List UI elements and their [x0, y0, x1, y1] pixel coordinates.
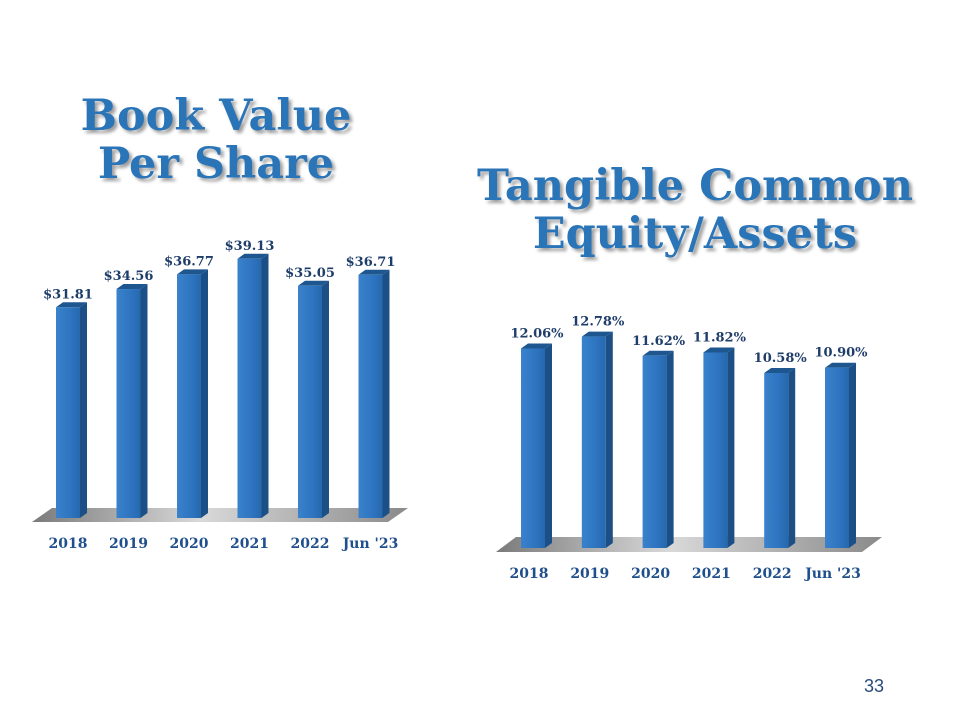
- bar-front-face: [825, 367, 849, 548]
- data-label: 11.82%: [693, 330, 747, 345]
- bar-top-face: [177, 269, 208, 275]
- bar-front-face: [237, 258, 262, 518]
- chart-floor: [496, 537, 882, 552]
- title-line: Tangible Common: [477, 161, 913, 211]
- x-tick-label: 2021: [230, 536, 269, 552]
- data-label: 12.78%: [571, 315, 625, 330]
- bar-top-face: [237, 253, 269, 259]
- title-line: Per Share: [97, 139, 335, 190]
- x-tick-label: 2021: [692, 566, 731, 582]
- bar: [56, 302, 87, 518]
- x-tick-label: 2018: [510, 566, 549, 582]
- bar-top-face: [825, 362, 856, 368]
- data-label: $34.56: [104, 269, 154, 284]
- x-tick-label: 2022: [753, 566, 792, 582]
- x-tick-label: 2022: [291, 536, 330, 552]
- bar: [237, 253, 269, 519]
- bar-front-face: [177, 274, 201, 518]
- bar-side-face: [788, 367, 796, 548]
- bar-side-face: [605, 331, 613, 548]
- x-tick-label: 2019: [109, 536, 148, 552]
- bar-side-face: [382, 269, 390, 518]
- bar-side-face: [201, 269, 208, 518]
- chart-group: $31.81 2018 $34.56 2019 $36.77 2020 $39.13 2021…: [32, 239, 408, 552]
- bar-top-face: [642, 350, 674, 356]
- bar-side-face: [140, 284, 148, 518]
- bar: [177, 269, 208, 518]
- bar-top-face: [298, 280, 329, 286]
- bar-side-face: [727, 347, 735, 548]
- bar-top-face: [116, 284, 148, 290]
- bar: [298, 280, 329, 518]
- data-label: $36.77: [164, 254, 214, 269]
- bar-front-face: [298, 285, 322, 518]
- bar-side-face: [80, 302, 87, 518]
- data-label: $36.71: [346, 255, 396, 270]
- bar: [358, 269, 390, 518]
- bar-front-face: [642, 355, 667, 548]
- data-label: $35.05: [285, 266, 335, 281]
- bar-front-face: [358, 274, 383, 518]
- x-tick-label: 2019: [570, 566, 609, 582]
- bar-front-face: [116, 289, 141, 518]
- bar: [581, 331, 613, 548]
- bar-side-face: [666, 350, 674, 548]
- bar: [764, 367, 796, 548]
- data-label: $39.13: [225, 239, 275, 254]
- bar-side-face: [322, 280, 329, 518]
- bar-front-face: [56, 307, 80, 518]
- bar-top-face: [521, 343, 552, 349]
- title-line: Equity/Assets: [532, 209, 858, 260]
- bar-top-face: [581, 331, 613, 337]
- tce-chart-title: Tangible Common Equity/Assets: [455, 162, 935, 258]
- bar-top-face: [358, 269, 390, 275]
- bar: [116, 284, 148, 518]
- x-tick-label: 2020: [631, 566, 670, 582]
- bar-side-face: [545, 343, 552, 548]
- bar-side-face: [261, 253, 269, 519]
- bar-front-face: [764, 372, 789, 548]
- data-label: 12.06%: [510, 327, 564, 342]
- x-tick-label: Jun '23: [803, 566, 861, 582]
- bar-front-face: [521, 348, 545, 548]
- bar-front-face: [581, 336, 606, 548]
- x-tick-label: 2018: [49, 536, 88, 552]
- bar: [642, 350, 674, 548]
- bar: [521, 343, 552, 548]
- data-label: 11.62%: [632, 334, 686, 349]
- data-label: 10.90%: [814, 346, 868, 361]
- bar-side-face: [849, 362, 856, 548]
- data-label: $31.81: [43, 287, 93, 302]
- bar: [825, 362, 856, 548]
- page-number: 33: [863, 676, 885, 696]
- x-tick-label: Jun '23: [341, 536, 399, 552]
- book-value-chart-title: Book Value Per Share: [40, 92, 392, 188]
- bar-front-face: [703, 352, 728, 548]
- bar-top-face: [56, 302, 87, 308]
- x-tick-label: 2020: [170, 536, 209, 552]
- title-line: Book Value: [80, 91, 352, 141]
- bar-top-face: [764, 367, 796, 373]
- chart-group: 12.06% 2018 12.78% 2019 11.62% 2020 11.82% 2021…: [496, 315, 882, 582]
- data-label: 10.58%: [754, 351, 808, 366]
- bar: [703, 347, 735, 548]
- bar-top-face: [703, 347, 735, 353]
